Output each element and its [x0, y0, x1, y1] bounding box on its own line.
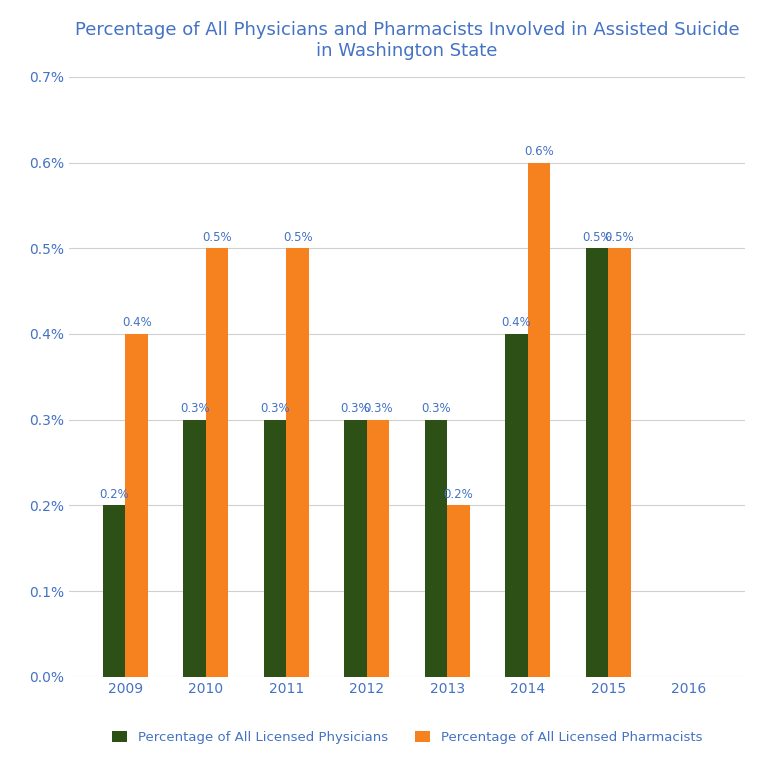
- Text: 0.5%: 0.5%: [283, 231, 313, 244]
- Bar: [206, 248, 228, 677]
- Bar: [286, 248, 309, 677]
- Bar: [184, 420, 206, 677]
- Text: 0.4%: 0.4%: [122, 316, 151, 329]
- Title: Percentage of All Physicians and Pharmacists Involved in Assisted Suicide
in Was: Percentage of All Physicians and Pharmac…: [74, 22, 740, 60]
- Bar: [608, 248, 631, 677]
- Text: 0.2%: 0.2%: [99, 488, 129, 501]
- Text: 0.5%: 0.5%: [202, 231, 232, 244]
- Text: 0.3%: 0.3%: [341, 402, 370, 415]
- Text: 0.3%: 0.3%: [421, 402, 451, 415]
- Text: 0.3%: 0.3%: [363, 402, 393, 415]
- Bar: [447, 505, 470, 677]
- Bar: [344, 420, 367, 677]
- Text: 0.3%: 0.3%: [260, 402, 290, 415]
- Bar: [125, 334, 148, 677]
- Bar: [528, 162, 550, 677]
- Text: 0.4%: 0.4%: [502, 316, 531, 329]
- Text: 0.5%: 0.5%: [604, 231, 634, 244]
- Legend: Percentage of All Licensed Physicians, Percentage of All Licensed Pharmacists: Percentage of All Licensed Physicians, P…: [106, 725, 708, 749]
- Bar: [505, 334, 528, 677]
- Text: 0.3%: 0.3%: [180, 402, 210, 415]
- Bar: [425, 420, 447, 677]
- Bar: [586, 248, 608, 677]
- Bar: [264, 420, 286, 677]
- Text: 0.5%: 0.5%: [582, 231, 612, 244]
- Bar: [103, 505, 125, 677]
- Text: 0.6%: 0.6%: [524, 145, 554, 158]
- Bar: [367, 420, 389, 677]
- Text: 0.2%: 0.2%: [444, 488, 473, 501]
